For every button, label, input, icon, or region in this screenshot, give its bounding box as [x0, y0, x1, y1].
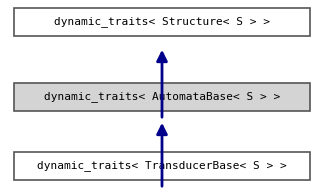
Text: dynamic_traits< AutomataBase< S > >: dynamic_traits< AutomataBase< S > > — [44, 92, 280, 102]
Text: dynamic_traits< TransducerBase< S > >: dynamic_traits< TransducerBase< S > > — [37, 161, 287, 171]
FancyBboxPatch shape — [14, 83, 310, 111]
FancyBboxPatch shape — [14, 152, 310, 180]
Text: dynamic_traits< Structure< S > >: dynamic_traits< Structure< S > > — [54, 16, 270, 28]
FancyBboxPatch shape — [14, 8, 310, 36]
